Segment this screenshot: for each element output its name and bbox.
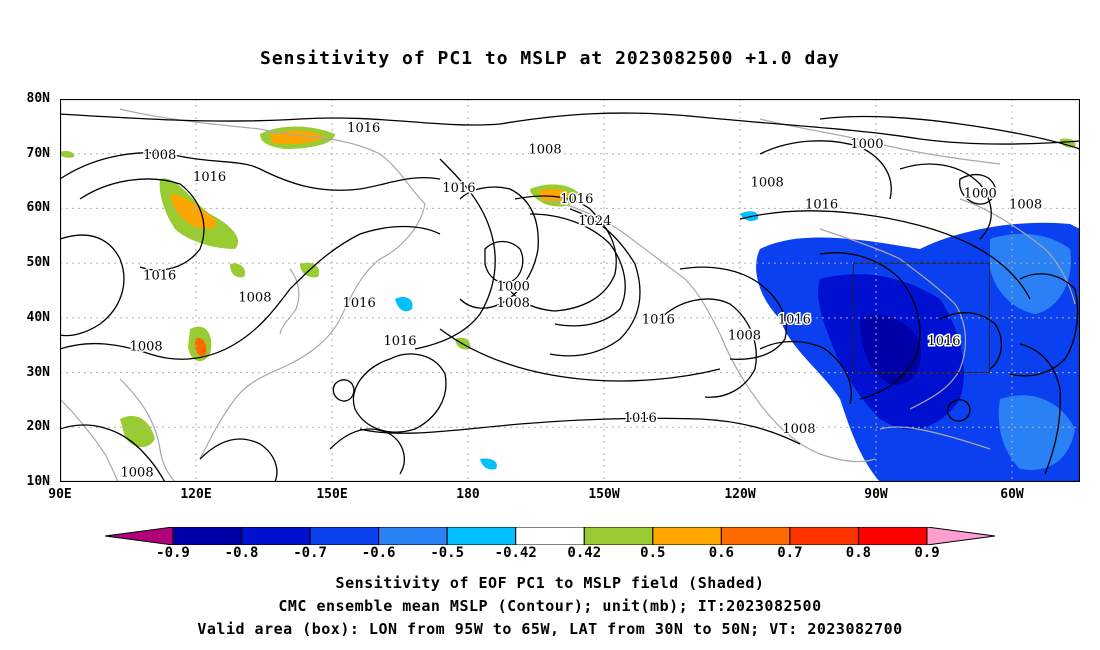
latitude-label: 50N bbox=[26, 255, 50, 271]
map-title: Sensitivity of PC1 to MSLP at 2023082500… bbox=[259, 48, 840, 69]
contour-label: 1000 bbox=[964, 186, 997, 201]
latitude-label: 80N bbox=[26, 91, 50, 106]
coastlines bbox=[60, 108, 1076, 482]
longitude-label: 120E bbox=[180, 487, 212, 502]
colorbar-swatch bbox=[241, 527, 311, 545]
lat-lon-grid bbox=[60, 99, 1080, 482]
latitude-label: 20N bbox=[26, 419, 50, 435]
colorbar-swatch bbox=[926, 527, 995, 545]
contour-labels: 1016100810161008101610161024100810001000… bbox=[119, 119, 1044, 482]
latitude-label: 40N bbox=[26, 309, 50, 325]
longitude-label: 120W bbox=[724, 487, 756, 502]
longitude-label: 180 bbox=[456, 487, 480, 502]
colorbar-tick-label: 0.8 bbox=[845, 545, 872, 561]
longitude-label: 150W bbox=[588, 487, 620, 502]
colorbar-tick-label: -0.5 bbox=[430, 545, 465, 561]
latitude-label: 10N bbox=[26, 474, 50, 489]
contour-label: 1016 bbox=[442, 181, 475, 196]
longitude-label: 150E bbox=[316, 487, 348, 502]
contour-label: 1016 bbox=[383, 334, 416, 349]
colorbar-swatch bbox=[789, 527, 859, 545]
colorbar-swatch bbox=[105, 527, 174, 545]
mslp-contours bbox=[60, 112, 1080, 482]
latitude-label: 30N bbox=[26, 364, 50, 380]
colorbar-tick-label: 0.5 bbox=[640, 545, 666, 561]
valid-area-box bbox=[852, 262, 990, 374]
contour-label: 1016 bbox=[347, 121, 380, 136]
map-panel: 1016100810161008101610161024100810001000… bbox=[60, 99, 1080, 482]
colorbar-swatch bbox=[583, 527, 654, 545]
footer-line-3: Valid area (box): LON from 95W to 65W, L… bbox=[197, 620, 903, 638]
longitude-label: 90E bbox=[48, 487, 72, 502]
colorbar-swatch bbox=[720, 527, 791, 545]
contour-label: 1008 bbox=[529, 143, 562, 158]
colorbar bbox=[105, 527, 995, 545]
contour-label: 1008 bbox=[497, 296, 530, 311]
map-frame bbox=[60, 99, 1080, 482]
contour-label: 1016 bbox=[193, 170, 226, 185]
footer-line-2: CMC ensemble mean MSLP (Contour); unit(m… bbox=[278, 597, 822, 615]
contour-label: 1024 bbox=[578, 214, 611, 229]
colorbar-swatch bbox=[309, 527, 380, 545]
contour-label: 1008 bbox=[782, 422, 815, 437]
contour-label: 1008 bbox=[1009, 197, 1042, 212]
colorbar-swatch bbox=[652, 527, 722, 545]
contour-label: 1008 bbox=[238, 290, 271, 305]
contour-label: 1000 bbox=[850, 137, 883, 152]
contour-label: 1000 bbox=[497, 280, 530, 295]
contour-label: 1016 bbox=[624, 411, 657, 426]
colorbar-tick-label: -0.42 bbox=[494, 545, 537, 561]
colorbar-swatch bbox=[857, 527, 928, 545]
colorbar-tick-label: 0.42 bbox=[567, 545, 602, 561]
contour-label: 1016 bbox=[805, 197, 838, 212]
longitude-label: 60W bbox=[1000, 487, 1024, 502]
colorbar-swatch bbox=[172, 527, 243, 545]
colorbar-tick-label: -0.9 bbox=[156, 545, 190, 561]
contour-label: 1016 bbox=[343, 296, 376, 311]
colorbar-swatch bbox=[515, 527, 585, 545]
colorbar-tick-label: 0.9 bbox=[914, 545, 940, 561]
contour-label: 1016 bbox=[560, 192, 593, 207]
colorbar-tick-label: 0.6 bbox=[708, 545, 734, 561]
colorbar-tick-label: -0.7 bbox=[293, 545, 327, 561]
negative-sensitivity-shading bbox=[395, 211, 1080, 482]
contour-label: 1008 bbox=[728, 329, 761, 344]
contour-label: 1016 bbox=[143, 269, 176, 284]
contour-label: 1016 bbox=[778, 312, 811, 327]
contour-label: 1016 bbox=[642, 312, 675, 327]
contour-label: 1008 bbox=[130, 340, 163, 355]
colorbar-tick-label: -0.6 bbox=[361, 545, 396, 561]
contour-label: 1008 bbox=[143, 148, 176, 163]
colorbar-tick-label: 0.7 bbox=[777, 545, 803, 561]
footer-line-1: Sensitivity of EOF PC1 to MSLP field (Sh… bbox=[335, 574, 765, 592]
colorbar-tick-label: -0.8 bbox=[224, 545, 259, 561]
colorbar-swatch bbox=[446, 527, 517, 545]
contour-label: 1008 bbox=[121, 466, 154, 481]
positive-sensitivity-shading bbox=[60, 126, 1076, 448]
contour-label: 1008 bbox=[751, 176, 784, 191]
colorbar-swatch bbox=[378, 527, 448, 545]
contour-label: 1016 bbox=[927, 334, 960, 349]
longitude-label: 90W bbox=[864, 487, 888, 502]
latitude-label: 60N bbox=[26, 200, 50, 216]
latitude-label: 70N bbox=[26, 145, 50, 161]
